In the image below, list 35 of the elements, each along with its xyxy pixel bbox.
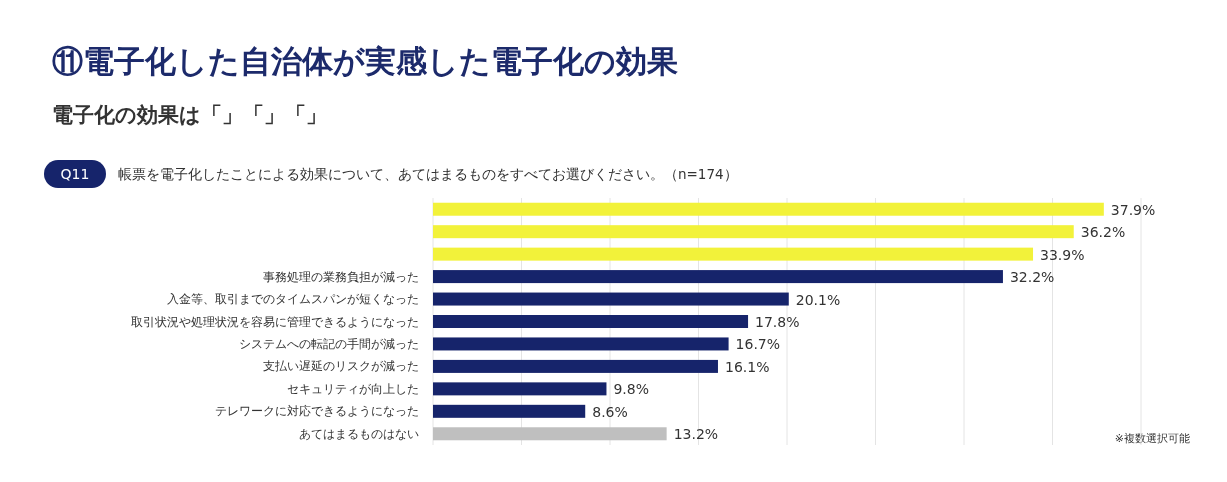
bar [433,359,718,373]
y-tick-label: セキュリティが向上した [287,381,419,396]
bar [433,382,607,396]
data-label: 9.8% [613,381,650,398]
bar [433,404,586,418]
bar [433,427,667,441]
bar [433,247,1034,261]
bar [433,315,749,328]
data-label: 36.2% [1080,224,1126,241]
data-label: 32.2% [1009,269,1055,286]
annotation: ※複数選択可能 [1114,432,1190,445]
text: Q11 [60,166,90,182]
y-tick-label: システムへの転記の手間が減った [239,336,419,351]
text: 帳票を電子化したことによる効果について、あてはまるものをすべてお選びください。（n=174） [118,166,738,182]
y-tick-label: 支払い遅延のリスクが減った [263,359,419,374]
data-label: 37.9% [1110,201,1156,218]
bar [433,202,1104,216]
y-tick-label: あてはまるものはない [299,426,419,441]
data-label: 16.1% [724,358,770,375]
data-label: 20.1% [795,291,841,308]
text: 電子化の効果は「」「」「」 [52,103,327,127]
bar [433,225,1074,239]
data-label: 17.8% [755,314,800,330]
data-label: 33.9% [1040,246,1085,263]
chart-title: ⑪電子化した自治体が実感した電子化の効果 [52,43,678,79]
data-label: 16.7% [735,336,781,353]
y-tick-label: 取引状況や処理状況を容易に管理できるようになった [131,314,419,329]
data-label: 8.6% [592,403,628,420]
bar [433,337,729,351]
y-tick-label: 事務処理の業務負担が減った [263,269,419,284]
bar [433,270,1003,284]
data-label: 13.2% [673,426,719,443]
bar [433,292,789,306]
y-tick-label: テレワークに対応できるようになった [215,404,419,419]
y-tick-label: 入金等、取引までのタイムスパンが短くなった [167,292,419,307]
